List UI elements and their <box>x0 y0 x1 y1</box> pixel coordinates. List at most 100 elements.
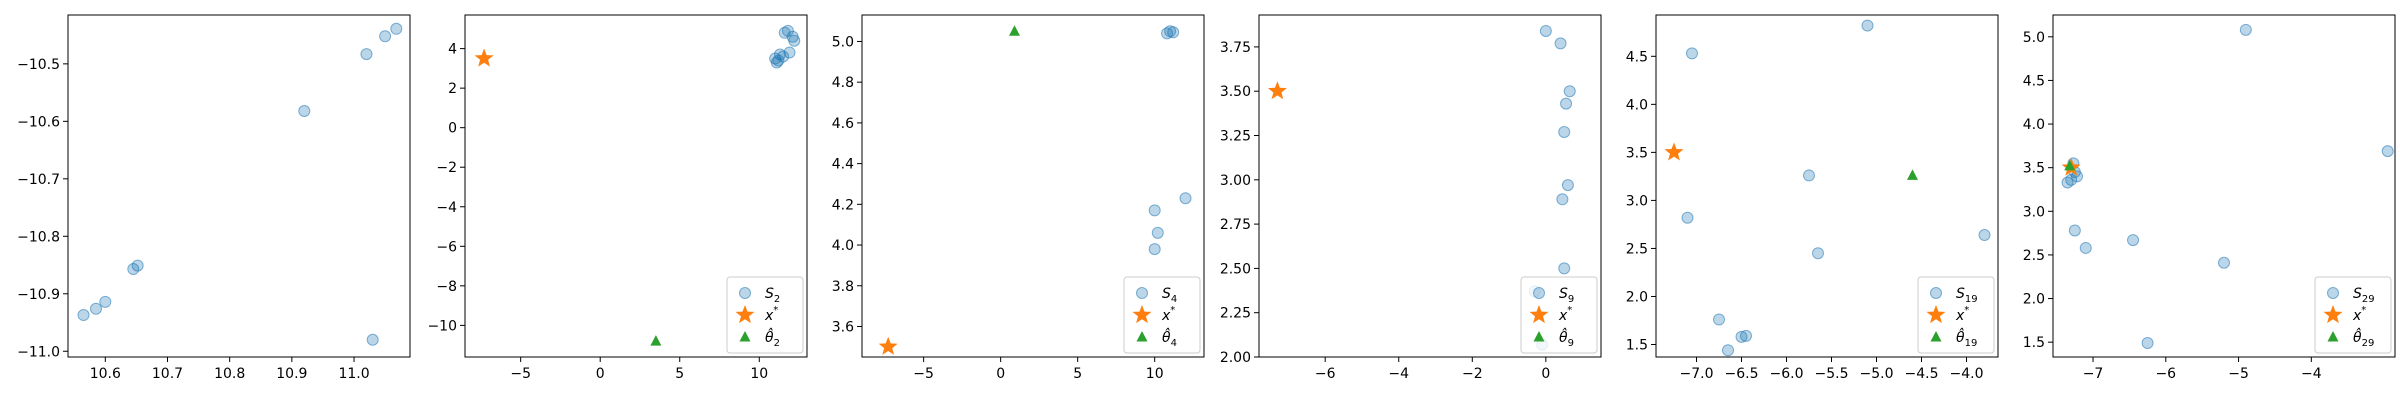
y-tick-label: 2 <box>448 81 457 97</box>
y-tick-label: 4.4 <box>832 157 854 173</box>
sample-point <box>783 46 796 59</box>
legend-marker-triangle <box>1533 331 1545 342</box>
x-tick-label: 0 <box>596 366 605 382</box>
subplot-4: −6 −4 −2 0 2.00 2.25 2.50 2.75 3.00 3.25 3.50 3.75 S… <box>1220 14 1602 382</box>
sample-point <box>2127 234 2140 247</box>
x-tick-label: 11.0 <box>338 366 369 382</box>
y-tick-label: −10.5 <box>17 57 60 73</box>
y-tick-label: 3.8 <box>832 279 854 295</box>
y-tick-label: 4.0 <box>2023 117 2045 133</box>
sample-point <box>2239 23 2252 36</box>
y-tick-label: 3.0 <box>1626 193 1648 209</box>
estimate-triangle <box>650 335 662 346</box>
y-tick-label: 3.5 <box>1626 145 1648 161</box>
optimum-star <box>1267 81 1287 100</box>
axes-frame <box>67 14 411 358</box>
sample-point <box>1148 204 1161 217</box>
y-tick-label: 3.25 <box>1220 128 1251 144</box>
sample-point <box>2218 256 2230 269</box>
legend: S9x*θ̂9 <box>1520 276 1598 354</box>
optimum-star <box>474 48 494 67</box>
sample-point <box>1167 26 1180 39</box>
legend-marker-circle <box>1136 287 1148 299</box>
y-tick-label: −10 <box>427 318 457 334</box>
sample-point <box>1722 344 1734 357</box>
x-tick-label: −5 <box>913 366 934 382</box>
subplot-2: −5 0 5 10 −10 −8 −6 −4 −2 0 2 4 S2x*θ̂2 <box>427 14 808 382</box>
sample-point <box>1560 97 1573 110</box>
x-tick-label: −5.0 <box>1860 366 1894 382</box>
sample-point <box>788 34 801 47</box>
x-tick-label: −4 <box>2301 366 2322 382</box>
sample-point <box>770 56 783 69</box>
legend-marker-triangle <box>739 331 751 342</box>
sample-point <box>1148 243 1161 256</box>
sample-point <box>2068 224 2081 237</box>
sample-point <box>99 295 112 308</box>
x-tick-label: 10.7 <box>152 366 183 382</box>
legend-marker-triangle <box>1930 331 1942 342</box>
sample-point <box>1803 169 1815 182</box>
sample-point <box>1740 329 1752 342</box>
legend-marker-circle <box>739 287 751 299</box>
legend-marker-star <box>1926 305 1946 324</box>
sample-point <box>1686 47 1698 60</box>
y-tick-label: 2.75 <box>1220 217 1251 233</box>
y-tick-label: 2.5 <box>2023 248 2045 264</box>
sample-point <box>77 309 90 322</box>
x-tick-label: 10 <box>750 366 768 382</box>
sample-point <box>1735 330 1748 343</box>
data-points <box>1267 24 1576 351</box>
y-tick-label: 2.0 <box>2023 292 2045 308</box>
x-tick-label: −6.5 <box>1725 366 1759 382</box>
sample-point <box>1539 24 1552 37</box>
y-tick-label: 4.0 <box>832 238 854 254</box>
sample-point <box>1179 192 1192 205</box>
y-tick-label: 3.5 <box>2023 161 2045 177</box>
sample-point <box>390 22 403 35</box>
y-tick-label: 2.50 <box>1220 261 1251 277</box>
y-tick-label: −10.6 <box>17 114 60 130</box>
sample-point <box>298 104 311 117</box>
y-tick-label: 4.8 <box>832 75 854 91</box>
y-tick-label: 3.0 <box>2023 204 2045 220</box>
y-tick-label: 4.5 <box>2023 73 2045 89</box>
subplot-5: −7.0 −6.5 −6.0 −5.5 −5.0 −4.5 −4.0 1.5 2.0 2.5 3.0… <box>1626 14 1999 382</box>
x-tick-label: 0 <box>1541 366 1550 382</box>
y-tick-label: −6 <box>436 239 457 255</box>
sample-point <box>131 259 144 272</box>
y-tick-label: 2.25 <box>1220 306 1251 322</box>
sample-point <box>1558 125 1571 138</box>
sample-point <box>366 333 379 346</box>
sample-point <box>1861 19 1874 32</box>
x-tick-label: −5.5 <box>1815 366 1849 382</box>
x-tick-label: 10.8 <box>214 366 245 382</box>
y-tick-label: 4 <box>448 42 457 58</box>
axes-frame <box>1258 14 1602 358</box>
y-tick-label: 0 <box>448 121 457 137</box>
data-points <box>1664 19 1991 357</box>
legend-marker-circle <box>1930 287 1942 299</box>
y-tick-label: 4.5 <box>1626 49 1648 65</box>
optimum-star <box>878 336 898 355</box>
axes-frame <box>861 14 1205 358</box>
y-tick-label: 1.5 <box>1626 338 1648 354</box>
x-tick-label: −5 <box>510 366 531 382</box>
y-tick-label: −10.8 <box>17 229 60 245</box>
sample-point <box>360 48 373 61</box>
sample-point <box>2079 241 2092 254</box>
legend-marker-star <box>735 305 755 324</box>
y-tick-label: 1.5 <box>2023 335 2045 351</box>
data-points <box>474 24 801 346</box>
estimate-triangle <box>1907 169 1918 180</box>
estimate-triangle <box>1009 25 1021 36</box>
y-tick-label: −2 <box>436 160 457 176</box>
optimum-star <box>1664 142 1684 161</box>
y-tick-label: 5.0 <box>2023 30 2045 46</box>
legend-marker-star <box>1529 305 1549 324</box>
axes-frame <box>1655 14 1999 358</box>
sample-point <box>1978 228 1991 241</box>
axes-frame <box>464 14 808 358</box>
